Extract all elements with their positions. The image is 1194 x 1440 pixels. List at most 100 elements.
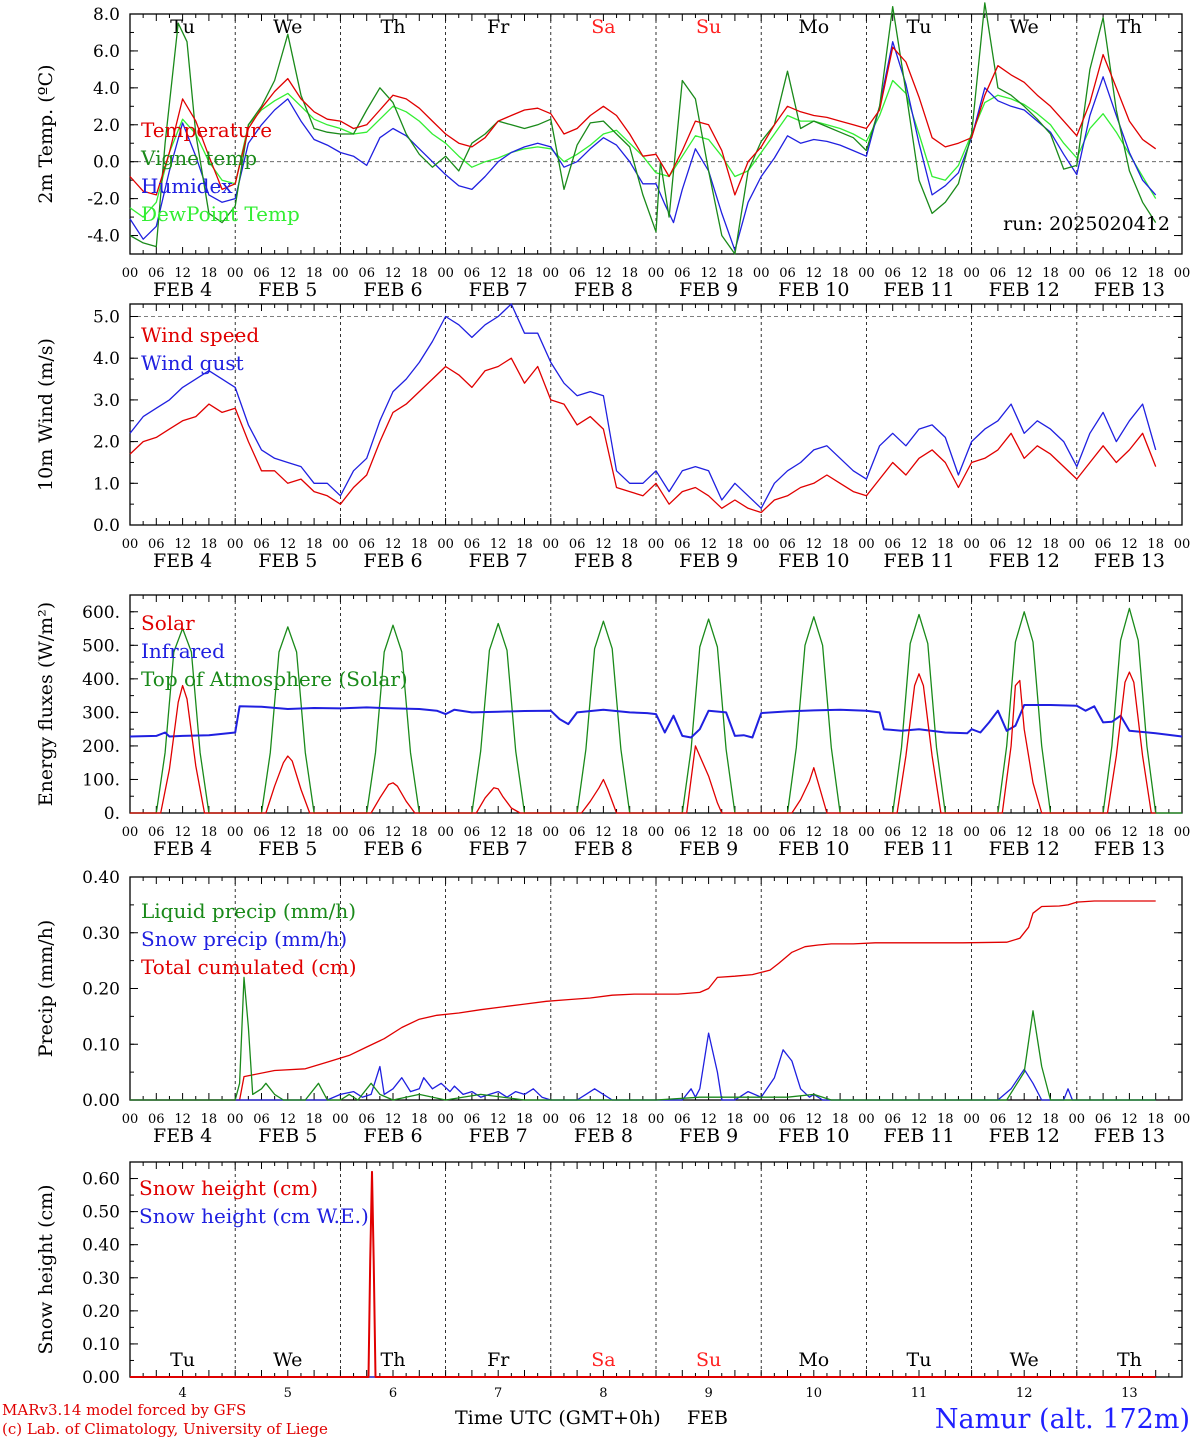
date-label: FEB 10: [778, 838, 849, 860]
weekday-label: Sa: [591, 1349, 615, 1371]
hour-tick-label: 06: [358, 1112, 375, 1127]
hour-tick-label: 06: [358, 825, 375, 840]
hour-tick-label: 06: [569, 1112, 586, 1127]
hour-tick-label: 06: [464, 825, 481, 840]
hour-tick-label: 00: [753, 1112, 770, 1127]
y-tick-label: 2.0: [93, 433, 120, 453]
hour-tick-label: 18: [727, 537, 744, 552]
hour-tick-label: 00: [332, 825, 349, 840]
weekday-label: We: [273, 16, 302, 38]
y-tick-label: 0.30: [82, 924, 120, 944]
hour-tick-label: 00: [122, 825, 139, 840]
hour-tick-label: 12: [700, 825, 717, 840]
date-label: FEB 12: [989, 550, 1060, 572]
weekday-label: Tu: [170, 1349, 195, 1371]
hour-tick-label: 06: [884, 825, 901, 840]
hour-tick-label: 18: [411, 537, 428, 552]
y-tick-label: 500.: [82, 636, 120, 656]
hour-tick-label: 06: [884, 1112, 901, 1127]
hour-tick-label: 06: [1095, 537, 1112, 552]
hour-tick-label: 00: [858, 825, 875, 840]
hour-tick-label: 12: [490, 537, 507, 552]
hour-tick-label: 12: [1121, 537, 1138, 552]
hour-tick-label: 06: [569, 537, 586, 552]
hour-tick-label: 18: [621, 1112, 638, 1127]
hour-tick-label: 12: [595, 537, 612, 552]
date-label: FEB 6: [363, 550, 422, 572]
hour-tick-label: 18: [621, 537, 638, 552]
legend-entry: Liquid precip (mm/h): [141, 899, 356, 923]
hour-tick-label: 00: [963, 537, 980, 552]
y-tick-label: 0.60: [82, 1170, 120, 1190]
y-tick-label: 0.0: [93, 516, 120, 536]
weekday-label: Mo: [798, 1349, 829, 1371]
date-label: FEB 6: [363, 838, 422, 860]
day-number-label: 12: [1016, 1386, 1033, 1401]
hour-tick-label: 00: [1069, 537, 1086, 552]
legend-entry: Snow height (cm W.E.): [139, 1204, 369, 1228]
hour-tick-label: 00: [332, 537, 349, 552]
hour-tick-label: 12: [806, 266, 823, 281]
hour-tick-label: 12: [806, 1112, 823, 1127]
hour-tick-label: 00: [122, 266, 139, 281]
panel-temperature: -4.0 -2.0 0.0 2.0 4.0 6.0 8.0 2m Temp. (ºC) 00 06…: [35, 2, 1190, 301]
hour-tick-label: 12: [174, 266, 191, 281]
hour-tick-label: 00: [122, 1112, 139, 1127]
hour-tick-label: 18: [516, 537, 533, 552]
hour-tick-label: 18: [937, 1112, 954, 1127]
series-line-wind-speed: [129, 357, 1157, 514]
footer-model-line: MARv3.14 model forced by GFS: [2, 1401, 246, 1419]
legend-entry: Vigne temp: [140, 146, 257, 170]
date-label: FEB 5: [258, 550, 317, 572]
hour-tick-label: 18: [937, 825, 954, 840]
date-label: FEB 7: [469, 1125, 528, 1147]
hour-tick-label: 12: [280, 537, 297, 552]
hour-tick-label: 06: [148, 825, 165, 840]
y-axis-label: 2m Temp. (ºC): [35, 64, 57, 203]
date-label: FEB 5: [258, 838, 317, 860]
weekday-label: We: [1010, 16, 1039, 38]
hour-tick-label: 18: [832, 825, 849, 840]
y-tick-label: 1.0: [93, 474, 120, 494]
hour-tick-label: 18: [1042, 266, 1059, 281]
series-line-total-cumulated-cm: [130, 900, 1156, 1101]
legend-entry: Temperature: [141, 118, 272, 142]
hour-tick-label: 18: [201, 1112, 218, 1127]
series-line-infrared: [129, 704, 1183, 739]
hour-tick-label: 18: [1147, 537, 1164, 552]
date-label: FEB 11: [883, 1125, 954, 1147]
series-group: [130, 900, 1156, 1101]
date-label: FEB 4: [153, 838, 212, 860]
hour-tick-label: 18: [306, 825, 323, 840]
hour-tick-label: 06: [569, 266, 586, 281]
hour-tick-label: 12: [385, 825, 402, 840]
date-label: FEB 13: [1094, 838, 1165, 860]
series-group: [130, 1170, 1156, 1378]
day-number-label: 10: [806, 1386, 823, 1401]
weekday-label: Fr: [487, 1349, 510, 1371]
hour-tick-label: 06: [674, 825, 691, 840]
hour-tick-label: 12: [174, 537, 191, 552]
hour-tick-label: 12: [700, 1112, 717, 1127]
hour-tick-label: 12: [490, 1112, 507, 1127]
hour-tick-label: 18: [621, 266, 638, 281]
date-label: FEB 13: [1094, 550, 1165, 572]
panel-snow: 0.00 0.10 0.20 0.30 0.40 0.50 0.60 Snow height …: [35, 1161, 1183, 1401]
hour-tick-label: 06: [358, 266, 375, 281]
legend-entry: Snow precip (mm/h): [141, 927, 347, 951]
hour-tick-label: 18: [516, 1112, 533, 1127]
day-number-label: 4: [178, 1386, 186, 1401]
series-line-solar: [130, 671, 1156, 814]
hour-tick-label: 00: [1174, 537, 1191, 552]
hour-tick-label: 12: [911, 266, 928, 281]
date-label: FEB 11: [883, 838, 954, 860]
hour-tick-label: 06: [464, 1112, 481, 1127]
series-line-wind-gust: [129, 303, 1157, 509]
date-label: FEB 9: [679, 279, 738, 301]
series-line-temperature: [129, 46, 1157, 196]
hour-tick-label: 18: [832, 1112, 849, 1127]
hour-tick-label: 12: [595, 1112, 612, 1127]
y-tick-label: 0.50: [82, 1203, 120, 1223]
hour-tick-label: 12: [1016, 537, 1033, 552]
hour-tick-label: 12: [385, 537, 402, 552]
